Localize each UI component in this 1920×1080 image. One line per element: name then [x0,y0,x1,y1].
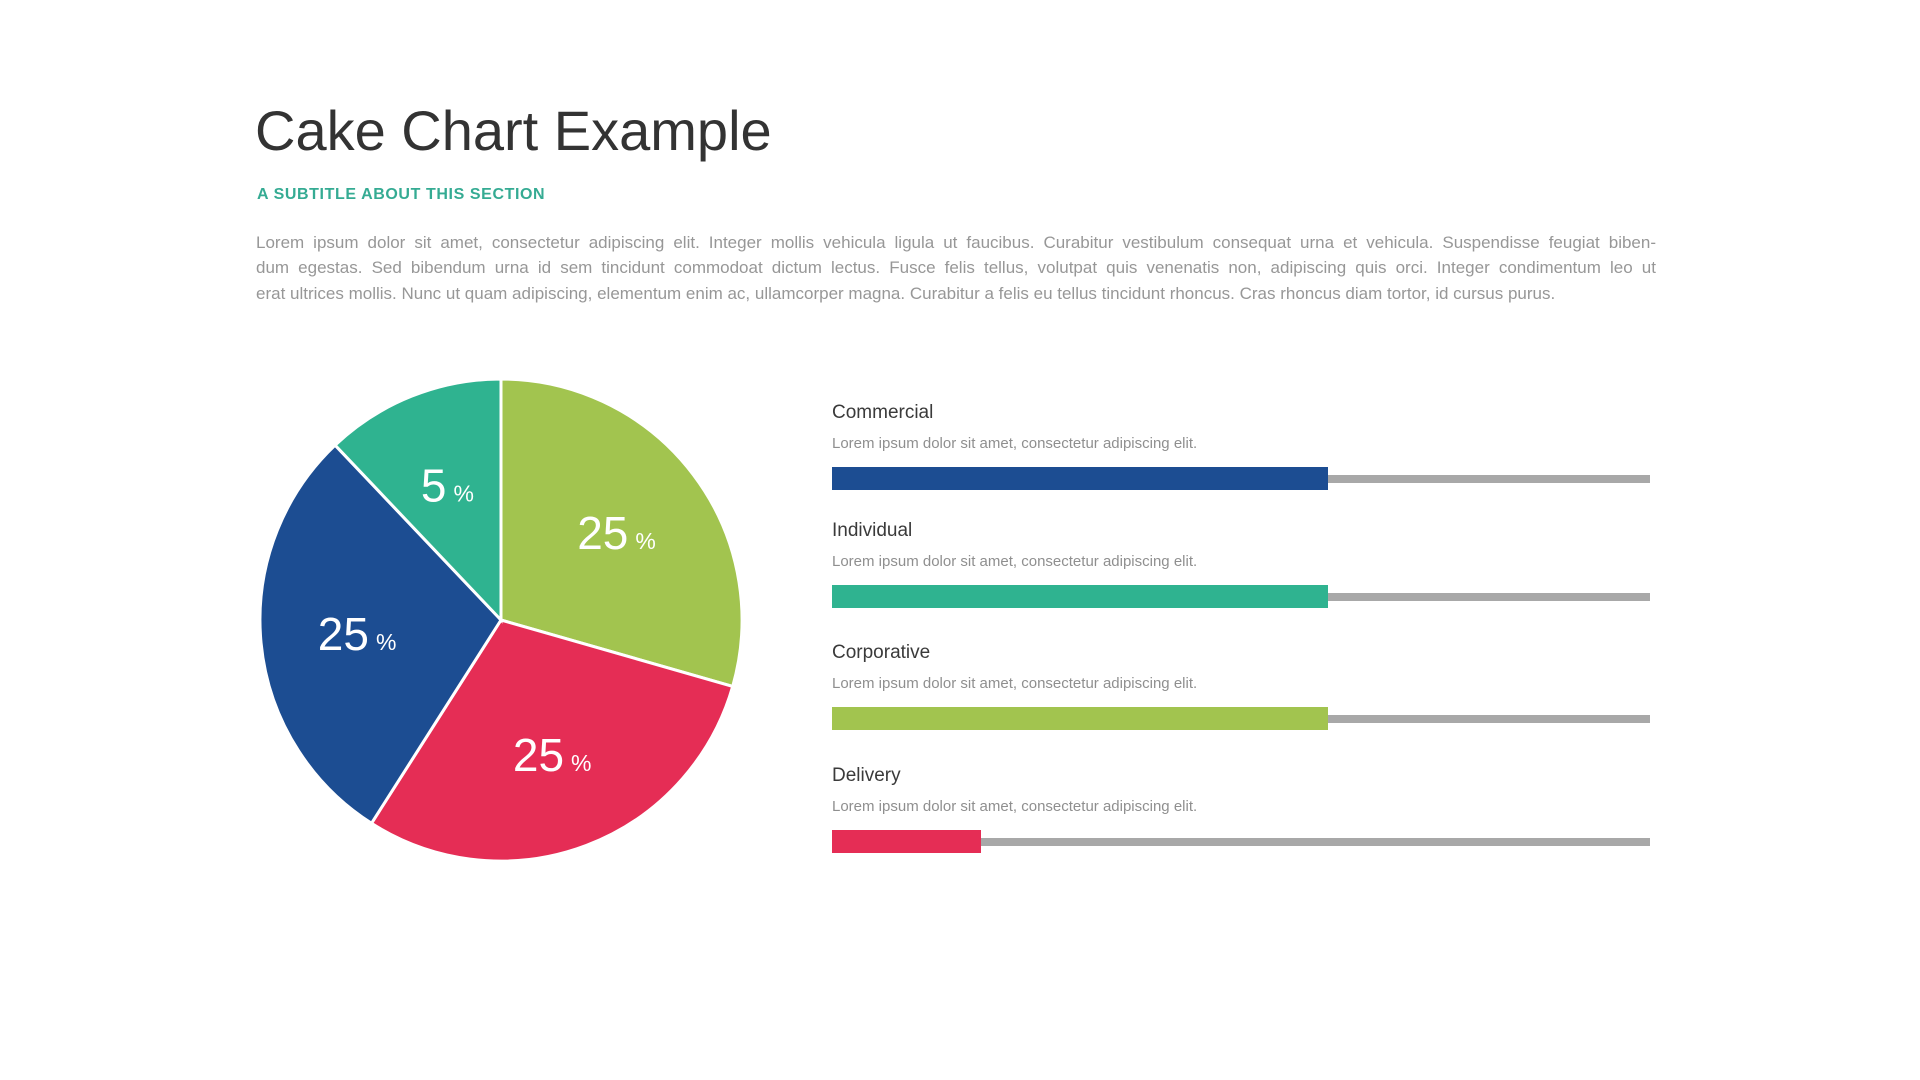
pie-legend: Commercial Lorem ipsum dolor sit amet, c… [832,402,1650,862]
legend-item-corporative: Corporative Lorem ipsum dolor sit amet, … [832,642,1650,730]
paragraph-line: Lorem ipsum dolor sit amet, consectetur … [256,233,1656,252]
page-subtitle: A SUBTITLE ABOUT THIS SECTION [257,186,546,203]
progress-bar-fill [832,467,1328,490]
legend-item-commercial: Commercial Lorem ipsum dolor sit amet, c… [832,402,1650,490]
pie-slice-value-individual: 5% [421,460,474,512]
progress-bar-fill [832,707,1328,730]
paragraph-line: erat ultrices mollis. Nunc ut quam adipi… [256,283,1556,303]
pie-slice-commercial [258,443,503,826]
progress-bar-track [832,838,1650,846]
progress-bar [832,830,1650,853]
progress-bar [832,467,1650,490]
legend-item-description: Lorem ipsum dolor sit amet, consectetur … [832,435,1198,452]
paragraph-line: dum egestas. Sed bibendum urna id sem ti… [256,258,1656,278]
legend-item-title: Corporative [832,642,931,663]
legend-item-description: Lorem ipsum dolor sit amet, consectetur … [832,798,1198,815]
pie-slice-value-corporative: 25% [577,507,656,559]
legend-item-description: Lorem ipsum dolor sit amet, consectetur … [832,675,1198,692]
legend-item-title: Commercial [832,402,934,423]
legend-item-title: Individual [832,520,913,541]
intro-paragraph: Lorem ipsum dolor sit amet, consectetur … [256,230,1656,306]
progress-bar-fill [832,585,1328,608]
legend-item-delivery: Delivery Lorem ipsum dolor sit amet, con… [832,765,1650,853]
legend-item-description: Lorem ipsum dolor sit amet, consectetur … [832,553,1198,570]
progress-bar [832,585,1650,608]
progress-bar [832,707,1650,730]
legend-item-individual: Individual Lorem ipsum dolor sit amet, c… [832,520,1650,608]
pie-slice-value-commercial: 25% [318,608,397,660]
legend-item-title: Delivery [832,765,901,786]
progress-bar-fill [832,830,981,853]
pie-slice-corporative [499,377,744,689]
pie-slice-individual [332,377,503,624]
page-title: Cake Chart Example [255,99,772,162]
pie-slice-value-delivery: 25% [513,729,592,781]
pie-slice-delivery [369,618,735,863]
pie-chart: 25 % 25 % 25 % 5% [258,377,744,863]
